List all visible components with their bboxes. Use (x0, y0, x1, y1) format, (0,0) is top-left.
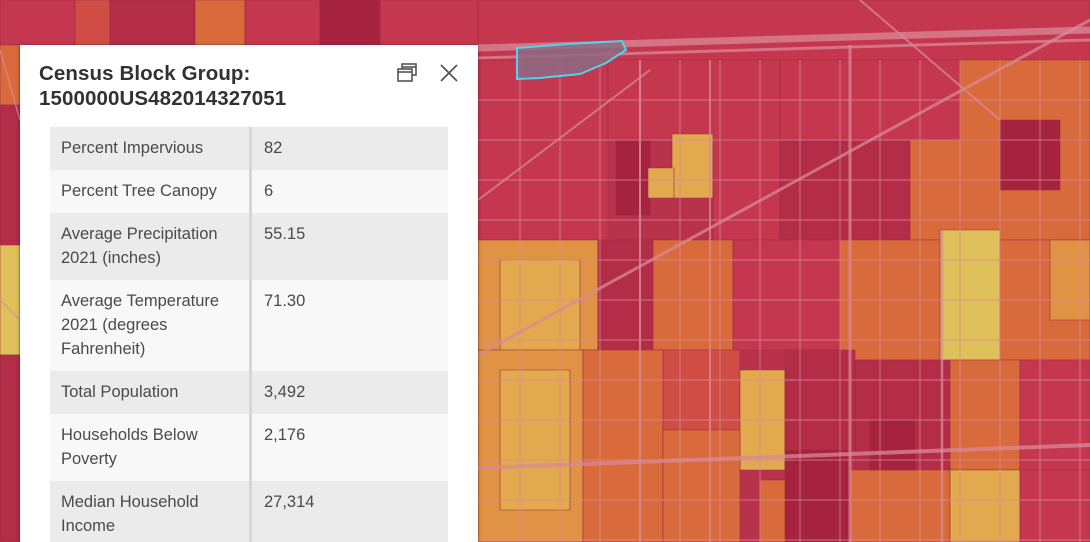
block-group-polygon[interactable] (662, 429, 741, 542)
block-group-polygon[interactable] (0, 354, 21, 542)
close-icon (440, 64, 458, 82)
block-group-polygon[interactable] (784, 349, 856, 451)
attribute-name: Percent Impervious (50, 127, 252, 170)
block-group-polygon[interactable] (0, 104, 21, 246)
block-group-polygon[interactable] (1049, 239, 1090, 321)
block-group-polygon[interactable] (194, 0, 246, 46)
attribute-row: Median Household Income 27,314 (50, 481, 448, 542)
attribute-row: Percent Impervious 82 (50, 127, 448, 170)
block-group-polygon[interactable] (732, 239, 841, 351)
block-group-polygon[interactable] (1019, 469, 1090, 542)
attribute-value: 27,314 (264, 493, 315, 511)
attribute-value: 3,492 (264, 383, 306, 401)
block-group-polygon[interactable] (244, 0, 321, 46)
popup-title-line1: Census Block Group: (39, 62, 251, 85)
attribute-name: Households Below Poverty (50, 414, 252, 481)
popup-title-line2: 1500000US482014327051 (39, 87, 287, 110)
attribute-value: 6 (264, 182, 274, 200)
attribute-row: Average Temperature 2021 (degrees Fahren… (50, 280, 448, 371)
popup-title: Census Block Group: 1500000US48201432705… (39, 61, 379, 111)
attribute-name: Percent Tree Canopy (50, 170, 252, 213)
main-road-line (477, 443, 1090, 470)
block-group-polygon[interactable] (74, 0, 111, 46)
dock-popup-icon (397, 63, 417, 82)
block-group-polygon[interactable] (949, 469, 1021, 542)
block-group-polygon[interactable] (662, 349, 741, 431)
attribute-value: 2,176 (264, 426, 306, 444)
street-line (0, 49, 21, 121)
block-group-polygon[interactable] (779, 139, 841, 241)
attribute-name: Total Population (50, 371, 252, 414)
attribute-row: Percent Tree Canopy 6 (50, 170, 448, 213)
close-button[interactable] (435, 59, 463, 87)
block-group-polygon[interactable] (849, 469, 951, 542)
selected-block-group-highlight (516, 39, 628, 81)
block-group-polygon[interactable] (615, 139, 651, 216)
block-group-polygon[interactable] (759, 479, 786, 542)
block-group-polygon[interactable] (319, 0, 381, 46)
block-group-polygon[interactable] (671, 133, 714, 199)
attribute-name: Average Temperature 2021 (degrees Fahren… (50, 280, 252, 371)
block-group-polygon[interactable] (1019, 359, 1090, 471)
feature-popup: Census Block Group: 1500000US48201432705… (20, 45, 478, 542)
attribute-name: Median Household Income (50, 481, 252, 542)
diagonal-street-line (477, 18, 1090, 357)
diagonal-street-line (477, 69, 651, 201)
attribute-value: 71.30 (264, 292, 306, 310)
block-group-polygon[interactable] (597, 239, 654, 351)
street-line (0, 299, 21, 321)
block-group-polygon[interactable] (647, 167, 675, 199)
block-group-polygon[interactable] (712, 139, 781, 241)
attribute-table: Percent Impervious 82 Percent Tree Canop… (50, 127, 448, 542)
attribute-row: Total Population 3,492 (50, 371, 448, 414)
block-group-polygon[interactable] (0, 244, 21, 356)
block-group-polygon[interactable] (499, 369, 571, 511)
attribute-row: Average Precipitation 2021 (inches) 55.1… (50, 213, 448, 280)
block-group-polygon[interactable] (869, 419, 916, 471)
block-group-polygon[interactable] (109, 0, 196, 46)
block-group-polygon[interactable] (0, 0, 76, 46)
block-group-polygon[interactable] (0, 44, 21, 106)
popup-header: Census Block Group: 1500000US48201432705… (20, 45, 478, 125)
block-group-polygon[interactable] (582, 349, 664, 542)
attribute-name: Average Precipitation 2021 (inches) (50, 213, 252, 280)
attribute-row: Households Below Poverty 2,176 (50, 414, 448, 481)
attribute-value: 55.15 (264, 225, 306, 243)
dock-button[interactable] (394, 59, 422, 87)
attribute-value: 82 (264, 139, 283, 157)
block-group-polygon[interactable] (652, 239, 734, 351)
